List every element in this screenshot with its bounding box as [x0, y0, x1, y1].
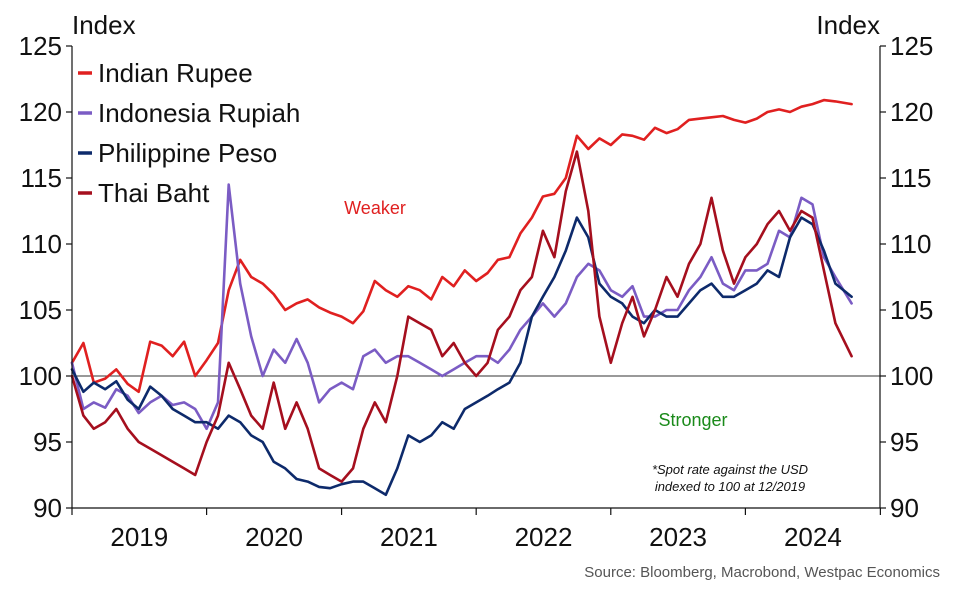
y-tick-label-right: 120	[890, 97, 933, 127]
y-tick-label-left: 105	[19, 295, 62, 325]
series-line-indonesia-rupiah	[70, 183, 853, 431]
legend-label-indonesia-rupiah: Indonesia Rupiah	[98, 98, 300, 128]
y-tick-label-left: 95	[33, 427, 62, 457]
x-tick-label: 2022	[515, 522, 573, 552]
y-tick-label-right: 125	[890, 31, 933, 61]
y-tick-label-right: 95	[890, 427, 919, 457]
y-axis-right: 90 95 100 105 110 115 120 125	[880, 31, 933, 523]
source-note: Source: Bloomberg, Macrobond, Westpac Ec…	[584, 564, 940, 581]
legend-label-philippine-peso: Philippine Peso	[98, 138, 277, 168]
series-line-philippine-peso	[70, 216, 853, 497]
x-tick-label: 2021	[380, 522, 438, 552]
y-tick-label-right: 100	[890, 361, 933, 391]
y-tick-label-right: 110	[890, 229, 931, 259]
footnote-line-2: indexed to 100 at 12/2019	[655, 479, 805, 494]
y-tick-label-right: 90	[890, 493, 919, 523]
x-tick-label: 2024	[784, 522, 842, 552]
y-tick-label-left: 100	[19, 361, 62, 391]
x-tick-label: 2020	[245, 522, 303, 552]
legend-label-indian-rupee: Indian Rupee	[98, 58, 253, 88]
series-lines	[70, 98, 853, 497]
series-line-indian-rupee	[70, 98, 853, 394]
legend-label-thai-baht: Thai Baht	[98, 178, 210, 208]
y-tick-label-left: 125	[19, 31, 62, 61]
x-tick-label: 2023	[649, 522, 707, 552]
y-axis-unit-right: Index	[816, 10, 880, 40]
x-axis: 2019 2020 2021 2022 2023 2024	[71, 508, 881, 552]
annotation-weaker: Weaker	[344, 198, 406, 218]
series-line-thai-baht	[70, 150, 853, 483]
y-axis-left: 90 95 100 105 110 115 120 125	[19, 31, 72, 523]
x-tick-label: 2019	[110, 522, 168, 552]
y-tick-label-right: 105	[890, 295, 933, 325]
footnote-line-1: *Spot rate against the USD	[652, 462, 808, 477]
y-tick-label-right: 115	[890, 163, 931, 193]
y-tick-label-left: 110	[21, 229, 62, 259]
y-tick-label-left: 90	[33, 493, 62, 523]
legend: Indian Rupee Indonesia Rupiah Philippine P…	[78, 58, 300, 208]
y-tick-label-left: 115	[21, 163, 62, 193]
y-axis-unit-left: Index	[72, 10, 136, 40]
y-tick-label-left: 120	[19, 97, 62, 127]
annotation-stronger: Stronger	[658, 410, 727, 430]
